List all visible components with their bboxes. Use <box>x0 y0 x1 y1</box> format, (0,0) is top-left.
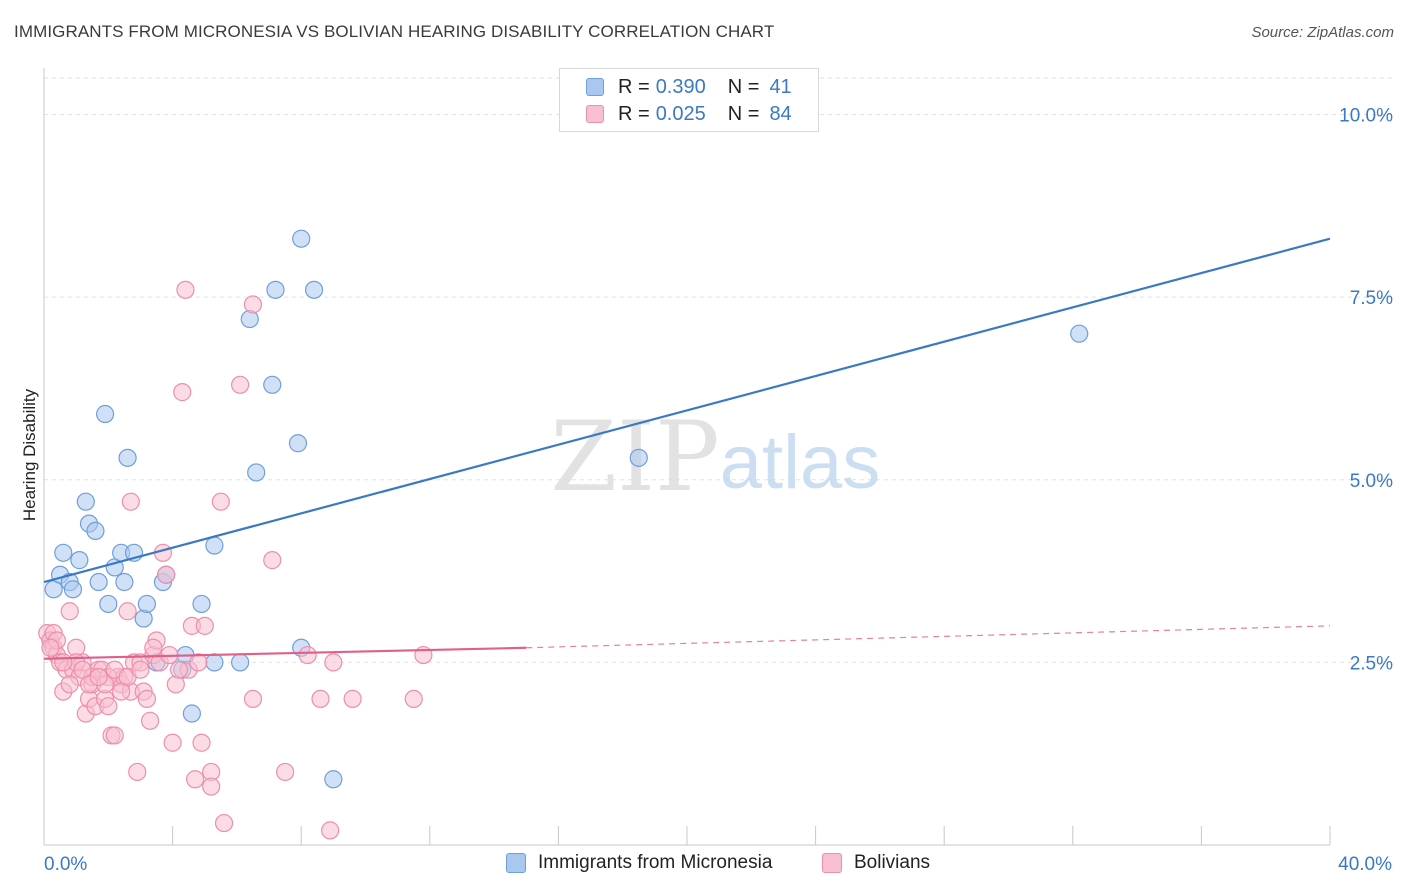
point-bolivians <box>157 565 176 584</box>
point-bolivians <box>105 726 124 745</box>
point-micronesia <box>86 521 105 540</box>
trendline-bolivians <box>43 646 527 660</box>
point-micronesia <box>288 434 308 453</box>
point-bolivians <box>324 653 343 672</box>
x-tick-label: 0.0% <box>44 854 87 875</box>
point-micronesia <box>304 280 324 299</box>
point-micronesia <box>70 551 89 570</box>
point-bolivians <box>243 689 263 709</box>
point-bolivians <box>60 602 79 621</box>
x-tick-label: 40.0% <box>1338 854 1392 875</box>
series-legend-micronesia: Immigrants from Micronesia <box>506 852 772 874</box>
point-micronesia <box>89 572 108 592</box>
y-tick-label: 2.5% <box>1350 653 1393 674</box>
y-tick-label: 7.5% <box>1350 288 1393 309</box>
point-bolivians <box>263 551 282 570</box>
point-bolivians <box>176 280 195 299</box>
series-legend: Immigrants from Micronesia Bolivians <box>0 852 1406 878</box>
point-bolivians <box>169 660 189 679</box>
point-micronesia <box>629 448 648 467</box>
point-micronesia <box>292 229 311 248</box>
legend-r-value: 0.025 <box>655 102 706 125</box>
point-bolivians <box>298 645 317 665</box>
point-micronesia <box>205 653 224 672</box>
point-micronesia <box>137 594 156 614</box>
point-bolivians <box>243 295 263 314</box>
point-bolivians <box>202 777 221 796</box>
point-micronesia <box>192 594 211 614</box>
series-label-bolivians: Bolivians <box>854 852 931 873</box>
y-tick-label: 10.0% <box>1339 106 1393 127</box>
legend-row-bolivians: R = 0.025 N = 84 <box>586 102 792 126</box>
point-micronesia <box>99 594 118 614</box>
point-bolivians <box>137 689 156 709</box>
point-bolivians <box>173 383 192 402</box>
point-bolivians <box>195 616 214 635</box>
point-bolivians <box>214 813 234 833</box>
watermark-atlas: atlas <box>720 420 881 505</box>
point-bolivians <box>112 682 131 701</box>
point-bolivians <box>54 653 73 672</box>
point-micronesia <box>115 572 134 592</box>
trendline-micronesia <box>43 237 1331 584</box>
point-bolivians <box>311 689 330 709</box>
point-bolivians <box>121 492 140 511</box>
series-swatch-bolivians <box>822 853 842 873</box>
point-bolivians <box>276 762 295 782</box>
legend-r-value: 0.390 <box>655 75 706 98</box>
point-micronesia <box>263 375 282 394</box>
series-swatch-micronesia <box>506 853 526 873</box>
point-micronesia <box>205 536 224 555</box>
point-bolivians <box>140 711 160 730</box>
point-bolivians <box>231 375 250 394</box>
point-bolivians <box>144 638 163 657</box>
point-bolivians <box>89 667 108 687</box>
point-bolivians <box>131 660 150 679</box>
point-micronesia <box>231 653 250 672</box>
legend-n-label: N = <box>727 75 760 98</box>
chart-title: IMMIGRANTS FROM MICRONESIA VS BOLIVIAN H… <box>14 22 775 41</box>
legend-swatch-bolivians <box>586 105 604 123</box>
point-micronesia <box>324 770 343 789</box>
point-bolivians <box>128 762 147 782</box>
point-micronesia <box>1070 324 1089 343</box>
point-micronesia <box>266 280 285 299</box>
point-micronesia <box>118 448 137 467</box>
point-bolivians <box>163 733 182 752</box>
legend-swatch-micronesia <box>586 78 604 96</box>
trendline-bolivians-extension <box>526 625 1331 649</box>
y-tick-label: 5.0% <box>1350 471 1393 492</box>
point-bolivians <box>192 733 211 752</box>
legend-r-label: R = <box>618 102 650 125</box>
point-bolivians <box>186 770 205 789</box>
point-bolivians <box>211 492 230 511</box>
point-bolivians <box>321 821 340 840</box>
legend-n-value: 41 <box>769 75 792 98</box>
point-micronesia <box>182 704 201 723</box>
point-micronesia <box>63 580 83 599</box>
legend-row-micronesia: R = 0.390 N = 41 <box>586 75 792 99</box>
point-micronesia <box>54 543 73 562</box>
point-micronesia <box>247 463 266 482</box>
point-bolivians <box>404 689 423 709</box>
correlation-legend: R = 0.390 N = 41 R = 0.025 N = 84 <box>559 68 819 132</box>
legend-n-label: N = <box>727 102 760 125</box>
legend-n-value: 84 <box>769 102 792 125</box>
point-bolivians <box>60 675 79 694</box>
series-label-micronesia: Immigrants from Micronesia <box>538 852 773 873</box>
series-legend-bolivians: Bolivians <box>822 852 930 874</box>
point-bolivians <box>99 697 118 716</box>
point-bolivians <box>118 602 137 621</box>
point-bolivians <box>189 653 208 672</box>
point-micronesia <box>76 492 95 511</box>
chart-source: Source: ZipAtlas.com <box>1251 24 1394 41</box>
point-bolivians <box>343 689 362 709</box>
point-bolivians <box>41 638 60 657</box>
legend-r-label: R = <box>618 75 650 98</box>
point-micronesia <box>95 404 115 424</box>
